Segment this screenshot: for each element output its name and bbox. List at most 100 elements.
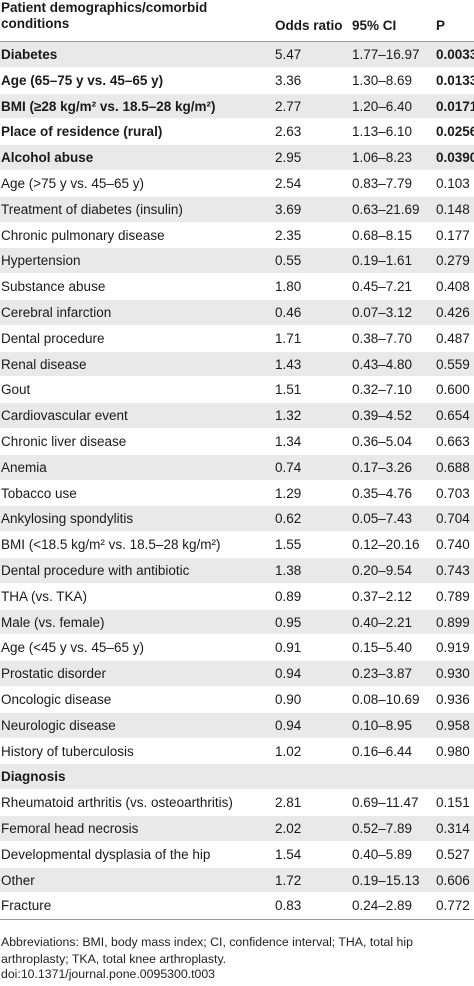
p-value-cell: 0.279 (436, 253, 470, 269)
odds-ratio-cell: 0.62 (275, 511, 302, 527)
table-row: Prostatic disorder 0.94 0.23–3.87 0.930 (0, 661, 474, 687)
condition-cell: Age (<45 y vs. 45–65 y) (1, 640, 144, 656)
doi-label: doi:10.1371/journal.pone.0095300.t003 (1, 967, 216, 981)
p-value-cell: 0.151 (436, 795, 470, 811)
odds-ratio-cell: 1.02 (275, 743, 302, 759)
table-row: Hypertension 0.55 0.19–1.61 0.279 (0, 248, 474, 275)
ci-cell: 0.43–4.80 (352, 356, 413, 372)
ci-cell: 0.40–2.21 (352, 614, 413, 630)
ci-cell: 0.35–4.76 (352, 485, 413, 501)
table-row: Diabetes 5.47 1.77–16.97 0.0033 (0, 42, 474, 68)
p-value-cell: 0.654 (436, 408, 470, 424)
condition-cell: Dental procedure (1, 330, 105, 346)
table-row: Oncologic disease 0.90 0.08–10.69 0.936 (0, 687, 474, 713)
odds-ratio-cell: 1.29 (275, 485, 302, 501)
table-body: Diabetes 5.47 1.77–16.97 0.0033 Age (65–75 y… (0, 42, 474, 920)
ci-cell: 0.08–10.69 (352, 691, 420, 707)
table-row: Age (<45 y vs. 45–65 y) 0.91 0.15–5.40 0.91… (0, 635, 474, 662)
ci-cell: 0.24–2.89 (352, 898, 413, 914)
odds-ratio-cell: 1.51 (275, 382, 302, 398)
odds-ratio-cell: 1.80 (275, 279, 302, 295)
table-row: BMI (<18.5 kg/m² vs. 18.5–28 kg/m²) 1.55 0… (0, 532, 474, 558)
table-row: Substance abuse 1.80 0.45–7.21 0.408 (0, 274, 474, 300)
table-row: Chronic pulmonary disease 2.35 0.68–8.15 0.… (0, 223, 474, 249)
p-value-cell: 0.743 (436, 562, 470, 578)
condition-cell: Hypertension (1, 253, 81, 269)
condition-cell: Alcohol abuse (1, 150, 94, 166)
ci-cell: 0.19–15.13 (352, 872, 420, 888)
p-value-cell: 0.177 (436, 227, 470, 243)
condition-cell: Male (vs. female) (1, 614, 105, 630)
odds-ratio-cell: 2.81 (275, 795, 302, 811)
ci-cell: 1.77–16.97 (352, 47, 420, 62)
ci-cell: 1.30–8.69 (352, 72, 413, 88)
p-value-cell: 0.600 (436, 382, 470, 398)
odds-ratio-cell: 2.35 (275, 227, 302, 243)
condition-cell: Rheumatoid arthritis (vs. osteoarthritis… (1, 795, 233, 811)
table-row: Rheumatoid arthritis (vs. osteoarthritis… (0, 790, 474, 816)
p-value-cell: 0.919 (436, 640, 470, 656)
odds-ratio-cell: 1.34 (275, 433, 302, 449)
odds-ratio-cell: 2.02 (275, 820, 302, 836)
odds-ratio-cell: 2.54 (275, 175, 302, 191)
odds-ratio-cell: 0.89 (275, 588, 302, 604)
column-header-odds-ratio: Odds ratio (275, 18, 343, 33)
table-row: Fracture 0.83 0.24–2.89 0.772 (0, 893, 474, 920)
condition-cell: Gout (1, 382, 31, 398)
table-row: Cerebral infarction 0.46 0.07–3.12 0.426 (0, 299, 474, 326)
ci-cell: 0.68–8.15 (352, 227, 413, 243)
table-row: Dental procedure 1.71 0.38–7.70 0.487 (0, 326, 474, 352)
table-row: Chronic liver disease 1.34 0.36–5.04 0.663 (0, 429, 474, 455)
p-value-cell: 0.559 (436, 356, 470, 372)
table-row: Other 1.72 0.19–15.13 0.606 (0, 867, 474, 894)
p-value-cell: 0.426 (436, 304, 470, 320)
table-row: Developmental dysplasia of the hip 1.54 0.… (0, 842, 474, 868)
condition-cell: THA (vs. TKA) (1, 588, 88, 604)
odds-ratio-cell: 2.95 (275, 150, 302, 166)
ci-cell: 0.39–4.52 (352, 408, 413, 424)
p-value-cell: 0.148 (436, 201, 470, 217)
odds-ratio-cell: 3.69 (275, 201, 302, 217)
ci-cell: 1.06–8.23 (352, 150, 413, 166)
condition-cell: BMI (<18.5 kg/m² vs. 18.5–28 kg/m²) (1, 537, 221, 553)
p-value-cell: 0.314 (436, 820, 470, 836)
condition-cell: History of tuberculosis (1, 743, 134, 759)
odds-ratio-cell: 0.90 (275, 691, 302, 707)
p-value-cell: 0.703 (436, 485, 470, 501)
condition-cell: Age (>75 y vs. 45–65 y) (1, 175, 144, 191)
ci-cell: 0.05–7.43 (352, 511, 413, 527)
ci-cell: 0.40–5.89 (352, 846, 413, 862)
ci-cell: 0.10–8.95 (352, 717, 413, 733)
p-value-cell: 0.103 (436, 175, 470, 191)
condition-cell: Renal disease (1, 356, 87, 372)
ci-cell: 0.37–2.12 (352, 588, 413, 604)
odds-ratio-cell: 1.71 (275, 330, 302, 346)
p-value-cell: 0.899 (436, 614, 470, 630)
table-row: Male (vs. female) 0.95 0.40–2.21 0.899 (0, 609, 474, 636)
condition-cell: Other (1, 872, 35, 888)
table-row: BMI (≥28 kg/m² vs. 18.5–28 kg/m²) 2.77 1.2… (0, 93, 474, 120)
p-value-cell: 0.0390 (436, 150, 474, 166)
p-value-cell: 0.0256 (436, 124, 474, 140)
condition-cell: Cardiovascular event (1, 408, 128, 424)
odds-ratio-cell: 5.47 (275, 47, 302, 62)
odds-ratio-table: Patient demographics/comorbid conditions… (0, 0, 474, 921)
table-row: Anemia 0.74 0.17–3.26 0.688 (0, 454, 474, 481)
ci-cell: 0.45–7.21 (352, 279, 413, 295)
odds-ratio-cell: 0.46 (275, 304, 302, 320)
condition-cell: Chronic liver disease (1, 433, 127, 449)
condition-cell: Fracture (1, 898, 52, 914)
condition-cell: Cerebral infarction (1, 304, 112, 320)
ci-cell: 0.36–5.04 (352, 433, 413, 449)
p-value-cell: 0.930 (436, 666, 470, 682)
table-row: Treatment of diabetes (insulin) 3.69 0.63–… (0, 196, 474, 223)
p-value-cell: 0.487 (436, 330, 470, 346)
p-value-cell: 0.606 (436, 872, 470, 888)
column-header-conditions: Patient demographics/comorbid conditions (1, 0, 208, 31)
p-value-cell: 0.789 (436, 588, 470, 604)
ci-cell: 0.15–5.40 (352, 640, 413, 656)
odds-ratio-cell: 1.54 (275, 846, 302, 862)
table-footnote: Abbreviations: BMI, body mass index; CI,… (1, 935, 413, 966)
ci-cell: 0.19–1.61 (352, 253, 413, 269)
ci-cell: 0.32–7.10 (352, 382, 413, 398)
